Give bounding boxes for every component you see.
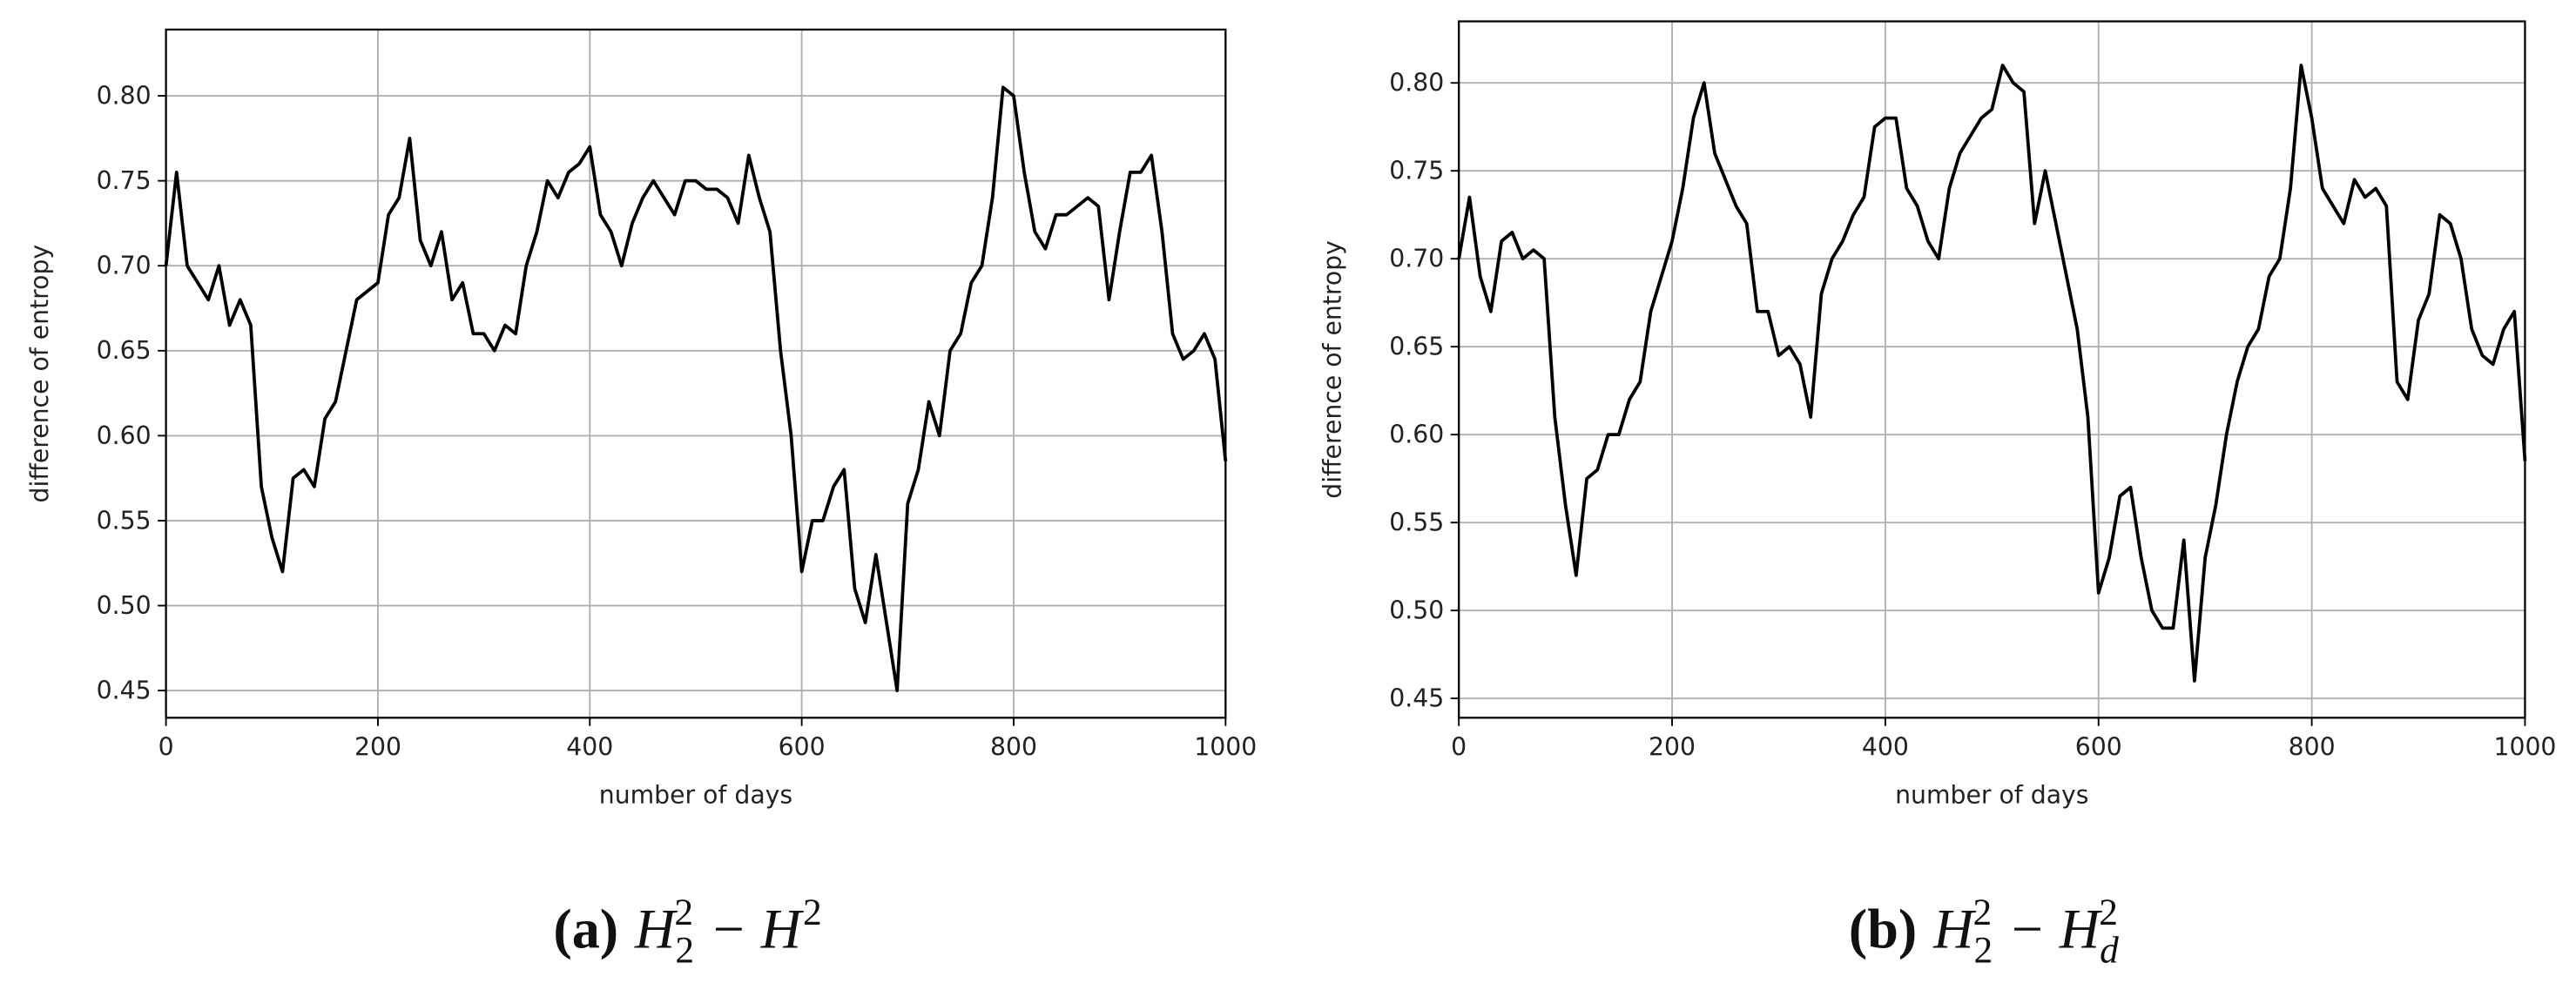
x-tick-label: 800 xyxy=(2289,733,2336,762)
data-line xyxy=(1457,64,2527,683)
x-tick-label: 800 xyxy=(990,733,1037,762)
caption-sub: 2 xyxy=(675,929,694,971)
caption-label: (a) xyxy=(553,898,618,959)
y-tick-label: 0.80 xyxy=(97,81,152,110)
x-tick-label: 1000 xyxy=(2493,733,2556,762)
caption-sup: 2 xyxy=(2099,892,2118,933)
x-axis-label: number of days xyxy=(599,780,792,809)
x-tick-label: 200 xyxy=(1649,733,1696,762)
y-tick-label: 0.55 xyxy=(97,506,152,535)
y-tick-label: 0.75 xyxy=(1389,157,1444,185)
caption-sup: 2 xyxy=(674,892,693,933)
y-axis-label: difference of entropy xyxy=(25,245,54,503)
caption-base: H xyxy=(1932,898,1977,959)
y-tick-label: 0.75 xyxy=(97,166,152,195)
caption-label: (b) xyxy=(1849,898,1917,959)
y-tick-label: 0.60 xyxy=(97,421,152,450)
y-tick-label: 0.45 xyxy=(1389,684,1444,713)
data-line xyxy=(164,85,1228,693)
y-tick-label: 0.65 xyxy=(1389,333,1444,361)
y-tick-label: 0.80 xyxy=(1389,69,1444,98)
x-tick-label: 0 xyxy=(158,733,174,762)
y-axis-label: difference of entropy xyxy=(1318,240,1346,499)
caption: (b) H22− Hd2 xyxy=(1849,892,2119,971)
caption-sup: 2 xyxy=(803,892,822,933)
y-tick-label: 0.70 xyxy=(1389,245,1444,273)
plot-frame xyxy=(1458,20,2526,719)
caption-base: H xyxy=(760,898,805,959)
caption-operator: − xyxy=(713,898,745,959)
x-tick-label: 200 xyxy=(354,733,401,762)
y-tick-label: 0.70 xyxy=(97,252,152,280)
caption-base: H xyxy=(634,898,678,959)
x-tick-label: 400 xyxy=(1862,733,1909,762)
x-axis-label: number of days xyxy=(1895,780,2088,809)
y-tick-label: 0.60 xyxy=(1389,421,1444,449)
x-tick-label: 0 xyxy=(1451,733,1467,762)
y-tick-label: 0.65 xyxy=(97,336,152,365)
caption: (a) H22− H2 xyxy=(553,892,821,971)
x-tick-label: 400 xyxy=(566,733,613,762)
caption-sub: d xyxy=(2100,929,2119,971)
caption-sup: 2 xyxy=(1973,892,1993,933)
x-tick-label: 1000 xyxy=(1194,733,1257,762)
x-tick-label: 600 xyxy=(779,733,826,762)
caption-base: H xyxy=(2059,898,2103,959)
y-tick-label: 0.55 xyxy=(1389,508,1444,537)
y-tick-label: 0.50 xyxy=(97,591,152,620)
caption-operator: − xyxy=(2012,898,2043,959)
caption-sub: 2 xyxy=(1973,929,1993,971)
plot-frame xyxy=(165,28,1227,719)
y-tick-label: 0.45 xyxy=(97,677,152,705)
x-tick-label: 600 xyxy=(2075,733,2122,762)
y-tick-label: 0.50 xyxy=(1389,596,1444,625)
